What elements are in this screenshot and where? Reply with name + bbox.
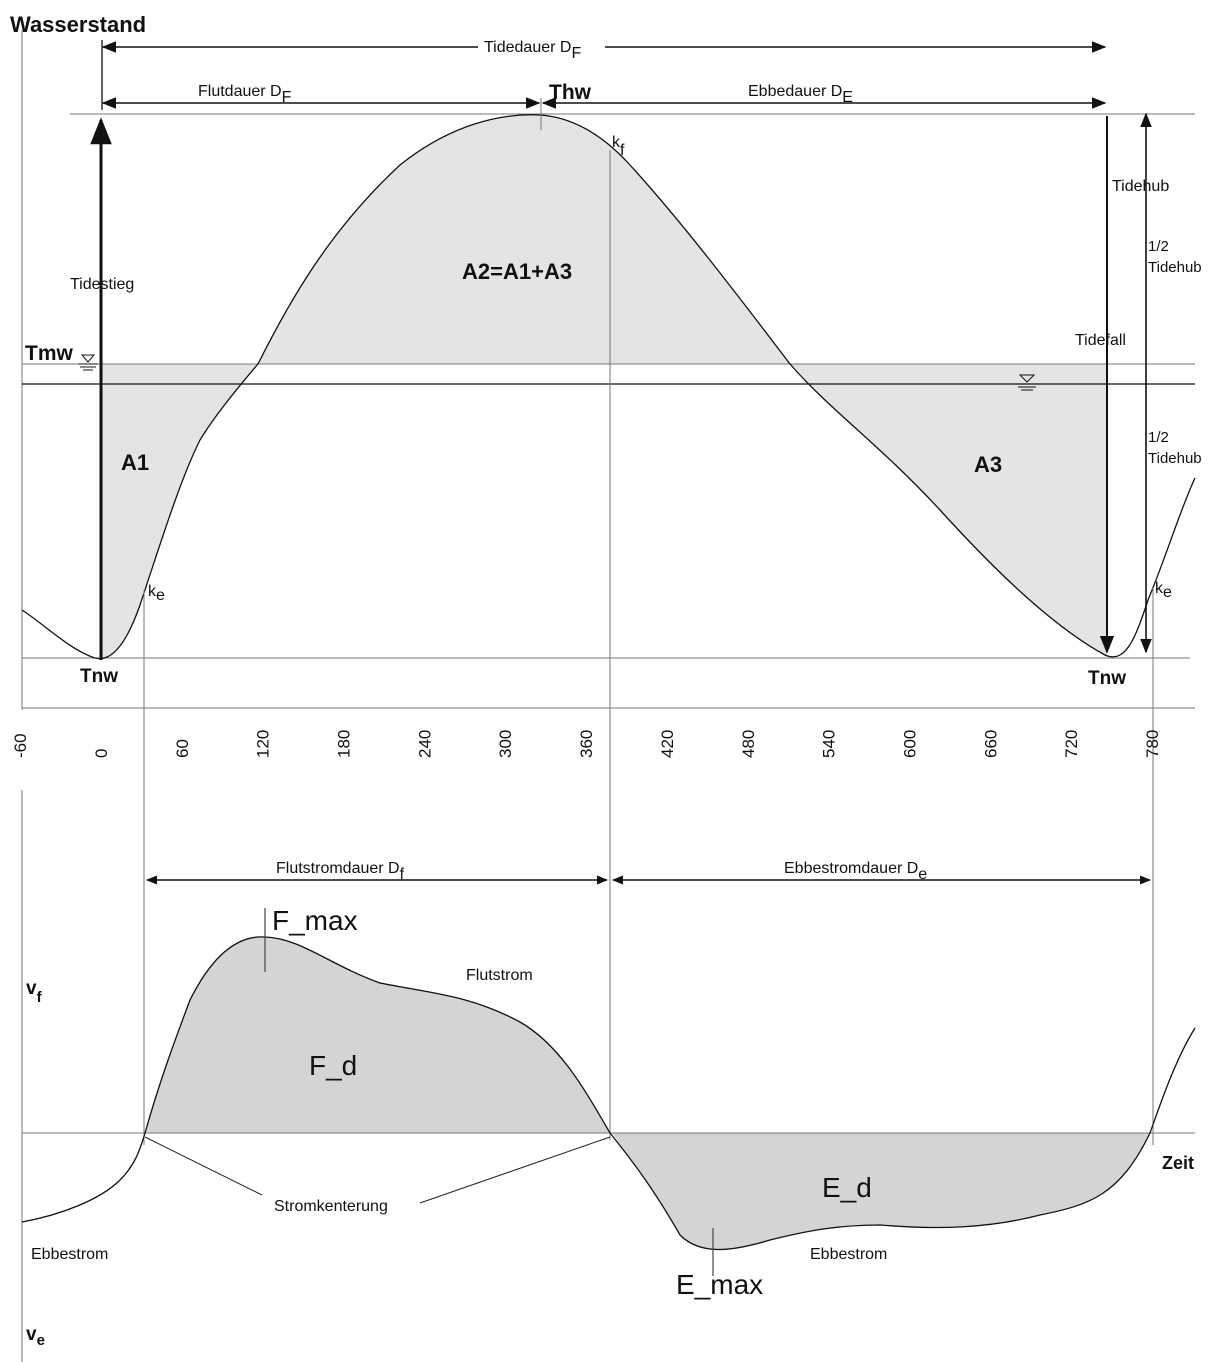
area-a1 xyxy=(101,364,258,660)
vf-label: vf xyxy=(26,978,43,1006)
zeit-label: Zeit xyxy=(1162,1153,1194,1173)
x-tick-label: 720 xyxy=(1062,730,1081,758)
stromkenterung-pointer-left xyxy=(144,1136,263,1196)
a3-label: A3 xyxy=(974,452,1002,477)
half-tidehub-lower-2: Tidehub xyxy=(1148,450,1202,467)
x-tick-label: 540 xyxy=(820,730,839,758)
kf-label: kf xyxy=(612,134,625,159)
x-tick-label: 420 xyxy=(658,730,677,758)
ed-label: E_d xyxy=(822,1172,872,1203)
tidefall-label: Tidefall xyxy=(1075,332,1126,349)
x-tick-label: 60 xyxy=(173,739,192,758)
x-tick-label: 180 xyxy=(335,730,354,758)
tnw-label-right: Tnw xyxy=(1088,668,1126,689)
x-tick-label: 480 xyxy=(739,730,758,758)
ebbestrom-label-left: Ebbestrom xyxy=(31,1246,108,1263)
fd-label: F_d xyxy=(309,1050,357,1081)
half-tidehub-upper-1: 1/2 xyxy=(1148,238,1169,255)
water-level-symbol-right xyxy=(1016,374,1038,391)
x-tick-label: 240 xyxy=(415,730,434,758)
flutstrom-label: Flutstrom xyxy=(466,967,533,984)
ebbestromdauer-label: Ebbestromdauer De xyxy=(784,860,927,883)
ebbestrom-label-right: Ebbestrom xyxy=(810,1246,887,1263)
x-axis-ticks: -60 0 60 120 180 240 300 360 420 480 540 600 660 720 7… xyxy=(11,730,1162,758)
water-level-symbol-left xyxy=(78,354,98,371)
thw-label: Thw xyxy=(549,81,592,104)
tidehub-label: Tidehub xyxy=(1112,178,1169,195)
stromkenterung-pointer-right xyxy=(419,1136,611,1204)
x-tick-label: -60 xyxy=(11,733,30,758)
half-tidehub-upper-2: Tidehub xyxy=(1148,259,1202,276)
half-tidehub-lower-1: 1/2 xyxy=(1148,429,1169,446)
stromkenterung-label: Stromkenterung xyxy=(274,1198,388,1215)
area-ebbestrom xyxy=(612,1133,1150,1250)
tidedauer-label: Tidedauer DF xyxy=(484,39,581,62)
area-flutstrom xyxy=(145,936,610,1133)
ve-label: ve xyxy=(26,1324,45,1349)
ke-label-left: ke xyxy=(148,583,165,604)
x-tick-label: 0 xyxy=(92,749,111,758)
tidestieg-label: Tidestieg xyxy=(70,276,134,293)
x-tick-label: 600 xyxy=(900,730,919,758)
a1-label: A1 xyxy=(121,450,149,475)
tnw-label-left: Tnw xyxy=(80,666,118,687)
area-a2 xyxy=(258,114,790,364)
current-curve xyxy=(21,936,1196,1251)
a2-label: A2=A1+A3 xyxy=(462,259,572,284)
flutdauer-label: Flutdauer DF xyxy=(198,83,292,106)
chart-title: Wasserstand xyxy=(10,12,146,37)
x-tick-label: 660 xyxy=(981,730,1000,758)
x-tick-label: 120 xyxy=(254,730,273,758)
tmw-label: Tmw xyxy=(25,342,74,365)
fmax-label: F_max xyxy=(272,905,358,936)
ke-label-right: ke xyxy=(1155,580,1172,601)
x-tick-label: 780 xyxy=(1143,730,1162,758)
flutstromdauer-label: Flutstromdauer Df xyxy=(276,860,405,883)
tide-curve xyxy=(21,114,1196,660)
area-a3 xyxy=(790,364,1107,656)
emax-label: E_max xyxy=(676,1269,763,1300)
ebbedauer-label: Ebbedauer DE xyxy=(748,83,853,106)
x-tick-label: 360 xyxy=(577,730,596,758)
x-tick-label: 300 xyxy=(496,730,515,758)
